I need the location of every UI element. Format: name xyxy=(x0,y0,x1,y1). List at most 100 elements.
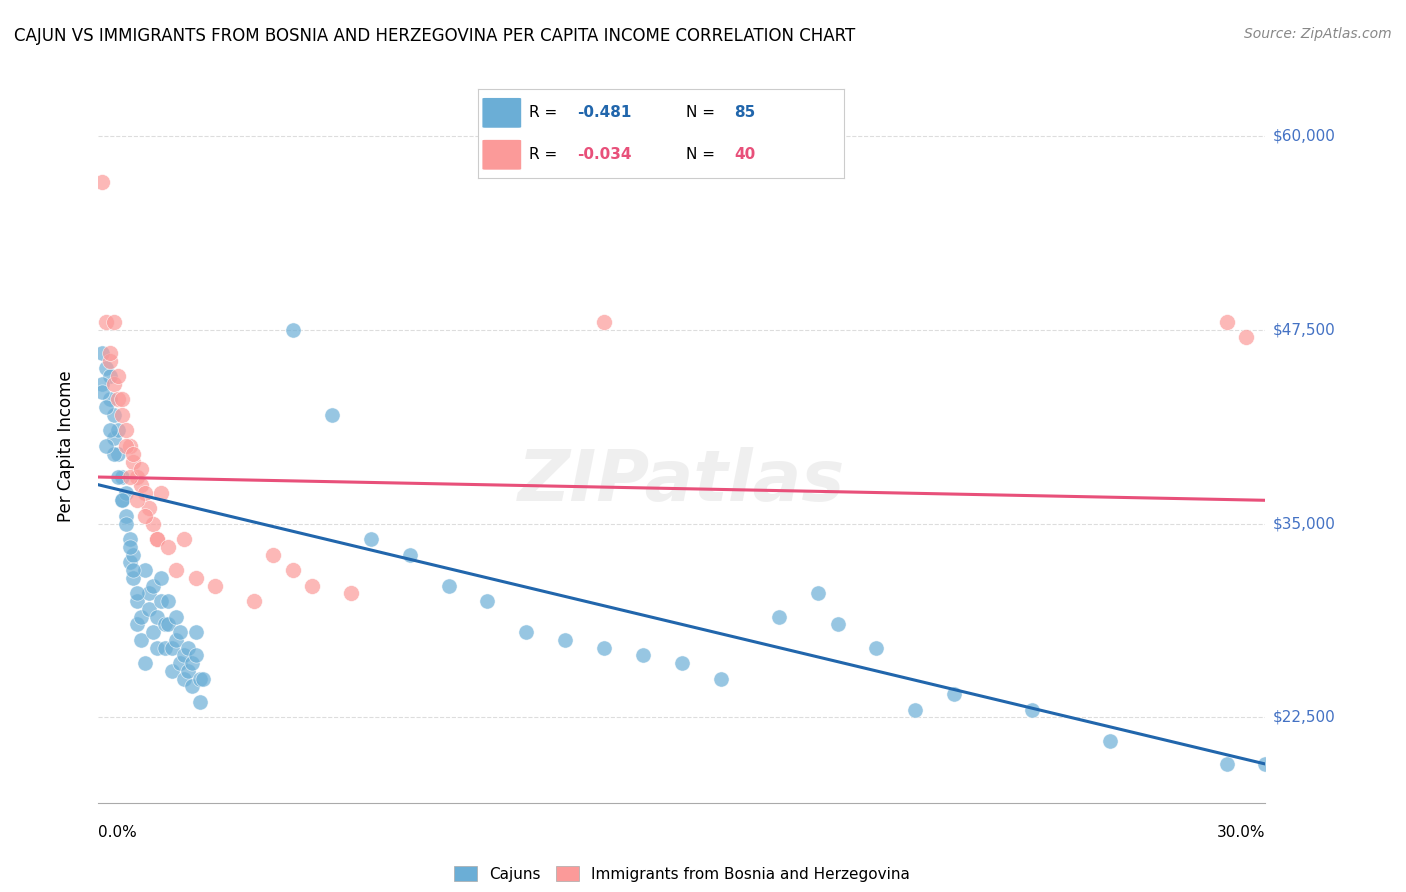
Point xyxy=(142,625,165,640)
Text: N =: N = xyxy=(686,105,720,120)
Point xyxy=(1215,315,1237,329)
Point xyxy=(671,656,693,670)
Point xyxy=(149,594,172,608)
Point xyxy=(103,376,125,391)
Point xyxy=(142,579,165,593)
Point xyxy=(1098,733,1121,747)
Point xyxy=(114,516,136,531)
Point xyxy=(129,477,152,491)
Point xyxy=(165,563,187,577)
Point xyxy=(157,594,180,608)
Point xyxy=(96,361,118,376)
Text: R =: R = xyxy=(529,147,562,162)
Point xyxy=(103,408,125,422)
Point xyxy=(631,648,654,663)
Point xyxy=(162,664,184,678)
Point xyxy=(153,617,176,632)
Point xyxy=(98,392,121,407)
Point xyxy=(114,424,136,438)
Point xyxy=(146,609,169,624)
Point xyxy=(301,579,323,593)
Point xyxy=(360,532,382,546)
Point xyxy=(262,548,284,562)
Point xyxy=(149,571,172,585)
Text: $47,500: $47,500 xyxy=(1272,322,1336,337)
Point xyxy=(118,555,141,569)
Text: -0.481: -0.481 xyxy=(576,105,631,120)
Point xyxy=(122,563,145,577)
Text: $35,000: $35,000 xyxy=(1272,516,1336,531)
Point xyxy=(768,609,790,624)
Point xyxy=(118,470,141,484)
Point xyxy=(96,439,118,453)
Point xyxy=(281,563,304,577)
Point xyxy=(134,485,156,500)
Point xyxy=(107,447,129,461)
Point xyxy=(111,392,134,407)
Text: 30.0%: 30.0% xyxy=(1218,825,1265,840)
Point xyxy=(193,672,215,686)
Text: $22,500: $22,500 xyxy=(1272,710,1336,725)
Point xyxy=(114,439,136,453)
Point xyxy=(157,540,180,554)
Point xyxy=(173,648,195,663)
Point xyxy=(184,571,207,585)
Point xyxy=(111,470,134,484)
Point xyxy=(134,656,156,670)
Point xyxy=(1021,703,1043,717)
Text: N =: N = xyxy=(686,147,720,162)
Point xyxy=(103,447,125,461)
Point xyxy=(204,579,226,593)
Point xyxy=(281,323,304,337)
Point xyxy=(122,454,145,468)
Point xyxy=(710,672,733,686)
Text: $60,000: $60,000 xyxy=(1272,128,1336,144)
Point xyxy=(96,315,118,329)
Point xyxy=(188,695,211,709)
Point xyxy=(103,431,125,445)
Point xyxy=(127,594,149,608)
Point xyxy=(91,384,114,399)
Text: 0.0%: 0.0% xyxy=(98,825,138,840)
Point xyxy=(437,579,460,593)
Point xyxy=(103,315,125,329)
Point xyxy=(96,401,118,415)
Point xyxy=(118,439,141,453)
Point xyxy=(114,485,136,500)
Point xyxy=(177,640,200,655)
Point xyxy=(165,609,187,624)
Point xyxy=(98,346,121,360)
FancyBboxPatch shape xyxy=(482,97,522,128)
Legend: Cajuns, Immigrants from Bosnia and Herzegovina: Cajuns, Immigrants from Bosnia and Herze… xyxy=(449,860,915,888)
Point xyxy=(127,617,149,632)
Point xyxy=(157,617,180,632)
Point xyxy=(138,501,160,516)
Point xyxy=(118,532,141,546)
Point xyxy=(111,408,134,422)
Text: -0.034: -0.034 xyxy=(576,147,631,162)
Point xyxy=(169,625,191,640)
Y-axis label: Per Capita Income: Per Capita Income xyxy=(56,370,75,522)
Point xyxy=(118,540,141,554)
Text: CAJUN VS IMMIGRANTS FROM BOSNIA AND HERZEGOVINA PER CAPITA INCOME CORRELATION CH: CAJUN VS IMMIGRANTS FROM BOSNIA AND HERZ… xyxy=(14,27,855,45)
Point xyxy=(153,640,176,655)
Point xyxy=(111,493,134,508)
Point xyxy=(138,602,160,616)
Point xyxy=(180,680,202,694)
Point xyxy=(107,369,129,384)
Point xyxy=(146,532,169,546)
Point xyxy=(827,617,849,632)
Point xyxy=(142,516,165,531)
Point xyxy=(184,648,207,663)
Point xyxy=(98,424,121,438)
Point xyxy=(122,571,145,585)
Text: 40: 40 xyxy=(734,147,755,162)
Point xyxy=(162,640,184,655)
Point xyxy=(593,640,616,655)
Point xyxy=(169,656,191,670)
Point xyxy=(243,594,266,608)
Point xyxy=(149,485,172,500)
Point xyxy=(1234,330,1257,344)
Point xyxy=(177,664,200,678)
Point xyxy=(165,632,187,647)
